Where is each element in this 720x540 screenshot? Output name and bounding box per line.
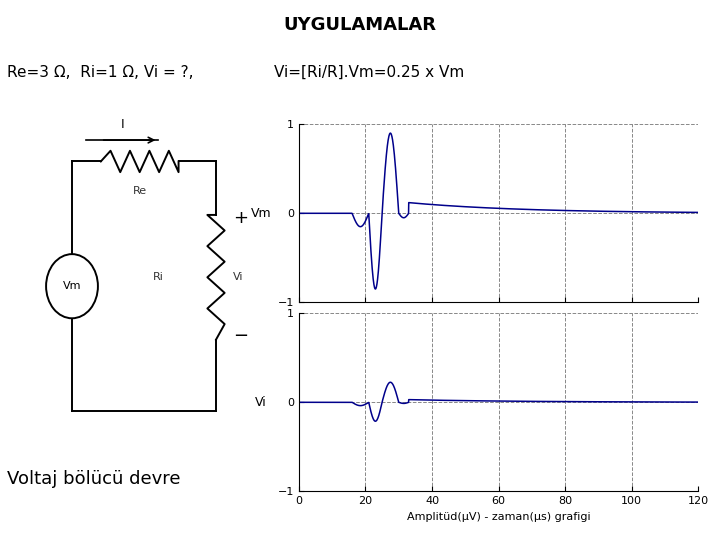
Text: Ri: Ri — [153, 272, 164, 282]
X-axis label: Amplitüd(μV) - zaman(μs) grafigi: Amplitüd(μV) - zaman(μs) grafigi — [407, 512, 590, 522]
Text: +: + — [233, 210, 248, 227]
Text: Vm: Vm — [63, 281, 81, 291]
Y-axis label: Vm: Vm — [251, 207, 271, 220]
Text: UYGULAMALAR: UYGULAMALAR — [284, 16, 436, 34]
Y-axis label: Vi: Vi — [255, 396, 267, 409]
Text: Re: Re — [132, 186, 147, 197]
Text: −: − — [233, 327, 248, 345]
Text: Vi=[Ri/R].Vm=0.25 x Vm: Vi=[Ri/R].Vm=0.25 x Vm — [274, 65, 464, 80]
Circle shape — [46, 254, 98, 318]
Text: Voltaj bölücü devre: Voltaj bölücü devre — [7, 470, 181, 488]
Text: Re=3 Ω,  Ri=1 Ω, Vi = ?,: Re=3 Ω, Ri=1 Ω, Vi = ?, — [7, 65, 194, 80]
Text: I: I — [120, 118, 125, 131]
Text: Vi: Vi — [233, 272, 244, 282]
